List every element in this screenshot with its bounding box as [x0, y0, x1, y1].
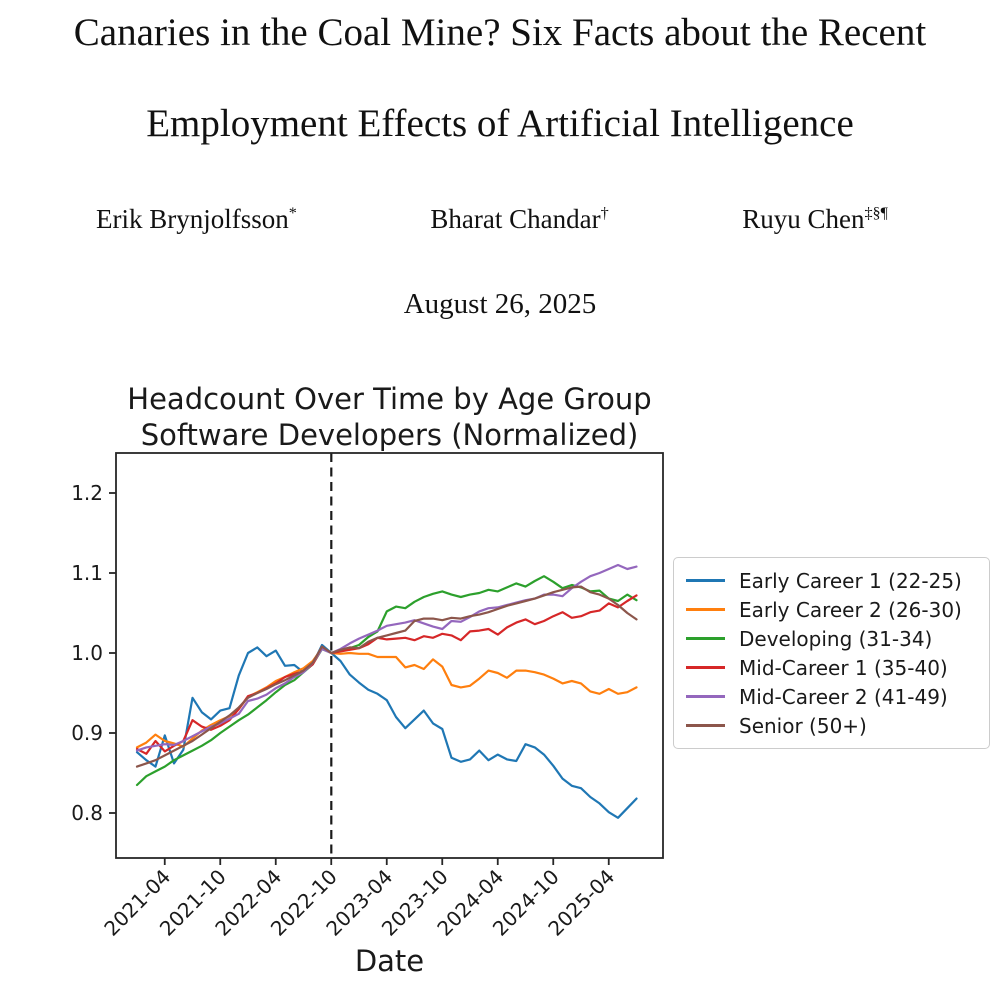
- series-line-developing-31-34: [135, 575, 638, 787]
- y-tick-label: 0.9: [71, 721, 103, 745]
- legend-label: Mid-Career 1 (35-40): [739, 655, 948, 680]
- legend-item: Early Career 1 (22-25): [686, 566, 985, 595]
- authors-row: Erik Brynjolfsson* Bharat Chandar† Ruyu Ch…: [96, 204, 888, 235]
- legend-label: Senior (50+): [739, 713, 867, 738]
- series-line-mid-career-1-35-40: [135, 594, 638, 755]
- series-line-early-career-1-22-25: [135, 643, 638, 819]
- author-footnote-mark: †: [600, 204, 609, 222]
- legend-label: Developing (31-34): [739, 626, 933, 651]
- chart-title-line-2: Software Developers (Normalized): [140, 418, 639, 452]
- legend-item: Mid-Career 2 (41-49): [686, 682, 985, 711]
- author-footnote-mark: ‡§¶: [864, 204, 888, 222]
- x-axis-label: Date: [354, 944, 425, 978]
- legend-item: Senior (50+): [686, 711, 985, 740]
- y-tick-label: 0.8: [71, 801, 103, 825]
- legend-swatch-mid-career-2-41-49: [686, 695, 725, 698]
- author-name: Ruyu Chen‡§¶: [742, 204, 888, 234]
- legend-label: Early Career 1 (22-25): [739, 568, 962, 593]
- series-line-senior-50: [135, 585, 638, 768]
- legend-item: Mid-Career 1 (35-40): [686, 653, 985, 682]
- legend-item: Early Career 2 (26-30): [686, 595, 985, 624]
- paper-title-line-2: Employment Effects of Artificial Intelli…: [146, 102, 854, 145]
- paper-title-line-1: Canaries in the Coal Mine? Six Facts abo…: [73, 11, 927, 54]
- legend-swatch-early-career-1-22-25: [686, 579, 725, 582]
- y-tick-label: 1.2: [71, 481, 103, 505]
- legend-swatch-senior-50: [686, 724, 725, 727]
- legend-label: Mid-Career 2 (41-49): [739, 684, 948, 709]
- author-footnote-mark: *: [288, 204, 297, 222]
- paper-date: August 26, 2025: [403, 288, 597, 320]
- author-name: Bharat Chandar†: [430, 204, 609, 234]
- chart-legend: Early Career 1 (22-25) Early Career 2 (26…: [673, 557, 990, 749]
- plot-border: [115, 452, 664, 859]
- legend-swatch-developing-31-34: [686, 637, 725, 640]
- series-line-mid-career-2-41-49: [135, 563, 638, 752]
- author-name: Erik Brynjolfsson*: [96, 204, 297, 234]
- series-line-early-career-2-26-30: [135, 647, 638, 749]
- y-tick-label: 1.0: [71, 641, 103, 665]
- chart-title-line-1: Headcount Over Time by Age Group: [127, 382, 652, 416]
- y-tick-label: 1.1: [71, 561, 103, 585]
- legend-item: Developing (31-34): [686, 624, 985, 653]
- legend-swatch-early-career-2-26-30: [686, 608, 725, 611]
- legend-label: Early Career 2 (26-30): [739, 597, 962, 622]
- legend-swatch-mid-career-1-35-40: [686, 666, 725, 669]
